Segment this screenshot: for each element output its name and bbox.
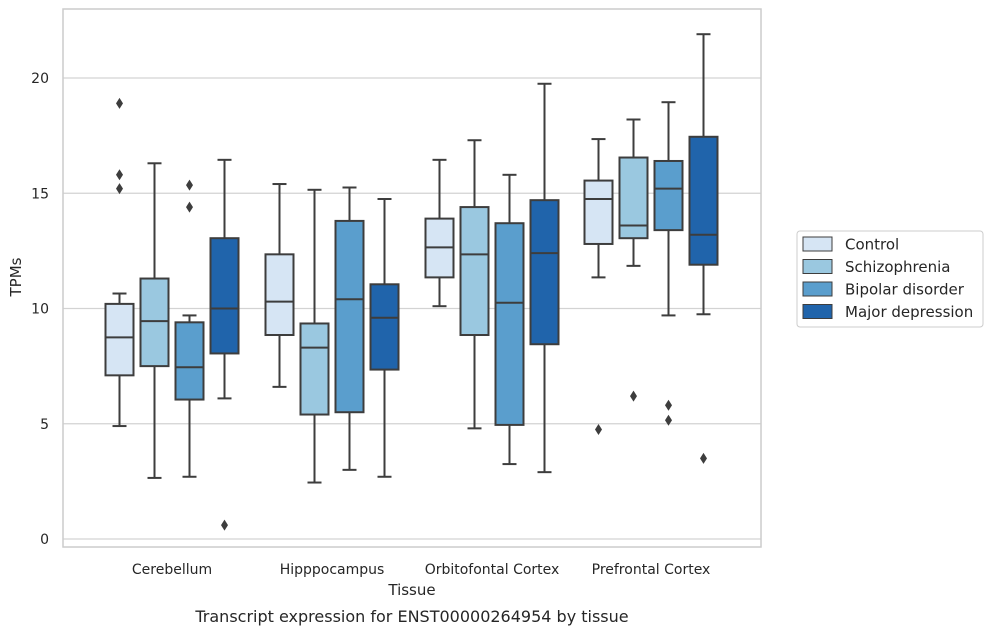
x-axis-ticks: Cerebellum Hipppocampus Orbitofontal Corte… [132, 562, 710, 578]
outlier-point [630, 390, 637, 402]
x-tick-label: Cerebellum [132, 562, 212, 578]
y-tick-label: 10 [31, 302, 49, 318]
plot-marks [104, 33, 719, 531]
box-body [174, 321, 205, 401]
box [529, 82, 560, 474]
outlier-point [186, 201, 193, 213]
box [653, 101, 684, 426]
outlier-point [116, 169, 123, 181]
box [688, 33, 719, 464]
box-body [104, 302, 135, 377]
outlier-point [595, 424, 602, 436]
x-tick-label: Prefrontal Cortex [592, 562, 711, 578]
legend-entry-label: Control [845, 236, 899, 254]
y-axis-ticks: 0 5 10 15 20 [31, 71, 49, 548]
box [494, 173, 525, 466]
y-tick-label: 5 [40, 417, 49, 433]
box-body [494, 222, 525, 426]
legend-swatch [802, 281, 833, 297]
y-tick-label: 0 [40, 532, 49, 548]
box-body [299, 322, 330, 416]
box-body [264, 253, 295, 337]
box-body [529, 199, 560, 346]
outlier-point [116, 97, 123, 109]
box-body [688, 135, 719, 266]
outlier-point [665, 399, 672, 411]
x-tick-label: Orbitofontal Cortex [425, 562, 560, 578]
legend-swatch [802, 259, 833, 274]
legend-entry-label: Schizophrenia [845, 258, 950, 276]
box-body [139, 277, 170, 368]
box [334, 186, 365, 471]
box [459, 139, 490, 430]
box [104, 97, 135, 428]
legend-frame [796, 230, 984, 328]
box-body [209, 237, 240, 355]
outlier-point [186, 179, 193, 191]
y-tick-label: 20 [31, 71, 49, 87]
outlier-point [700, 452, 707, 464]
box-body [459, 206, 490, 337]
outlier-point [221, 519, 228, 531]
box [139, 162, 170, 479]
outlier-point [665, 414, 672, 426]
chart-caption: Transcript expression for ENST0000026495… [194, 607, 628, 626]
box [299, 188, 330, 484]
y-tick-label: 15 [31, 186, 49, 202]
box-body [369, 283, 400, 371]
box-body [653, 159, 684, 232]
box-body [583, 179, 614, 245]
legend-swatch [802, 236, 833, 252]
outlier-point [116, 183, 123, 195]
x-tick-label: Hipppocampus [280, 562, 385, 578]
box [583, 138, 614, 436]
box [174, 179, 205, 478]
box [264, 183, 295, 388]
y-axis-label: TPMs [7, 257, 25, 297]
legend: Control Schizophrenia Bipolar disorder Majo… [796, 230, 984, 328]
box [209, 158, 240, 531]
legend-entry-label: Bipolar disorder [845, 281, 965, 299]
plot-frame [62, 8, 762, 548]
legend-entry-label: Major depression [845, 303, 973, 321]
x-axis-label: Tissue [387, 581, 435, 599]
legend-swatch [802, 304, 833, 319]
box [369, 198, 400, 478]
box [618, 118, 649, 402]
box [424, 158, 455, 308]
box-body [334, 219, 365, 414]
